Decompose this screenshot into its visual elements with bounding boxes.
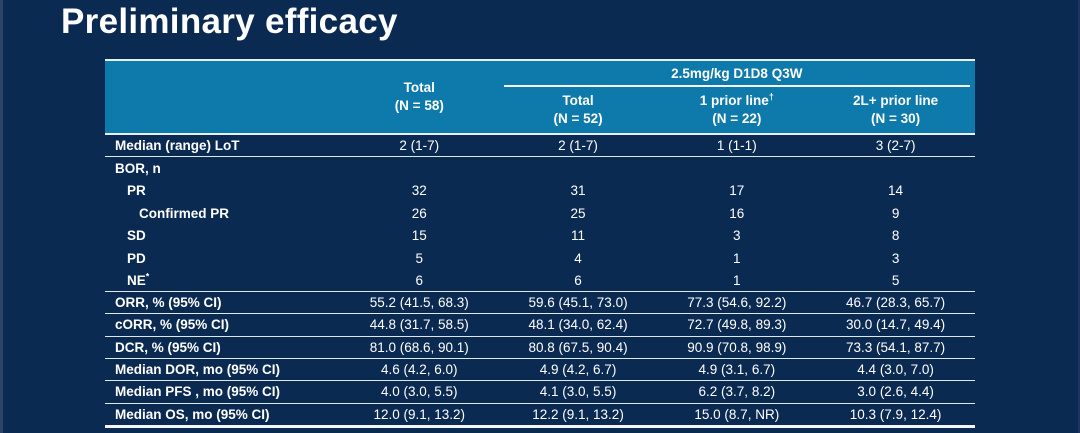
row-label: cORR, % (95% CI) <box>115 317 230 333</box>
subcol-n: (N = 30) <box>870 111 921 126</box>
cell-value: 31 <box>570 183 586 199</box>
header-total-n: (N = 58) <box>394 98 444 113</box>
cell-value: 12.0 (9.1, 13.2) <box>373 406 466 422</box>
cell-value: 4.0 (3.0, 5.5) <box>381 384 458 400</box>
cell-value: 5 <box>415 250 424 266</box>
header-subcol-total-n52: Total (N = 52) <box>499 87 658 133</box>
table-row: cORR, % (95% CI) 44.8 (31.7, 58.5) 48.1 (3… <box>105 314 975 337</box>
slide-left-edge <box>0 0 3 433</box>
row-label: Confirmed PR <box>139 205 230 221</box>
table-row: PD 5 4 1 3 <box>105 247 975 269</box>
cell-value: 77.3 (54.6, 92.2) <box>687 294 787 310</box>
cell-value: 26 <box>411 205 427 221</box>
cell-value: 3.0 (2.6, 4.4) <box>857 384 934 400</box>
cell-value: 90.9 (70.8, 98.9) <box>687 339 787 355</box>
dose-group-title: 2.5mg/kg D1D8 Q3W <box>503 61 970 87</box>
header-subcol-1-prior-line: 1 prior line† (N = 22) <box>657 87 816 133</box>
cell-value: 4.1 (3.0, 5.5) <box>539 384 617 400</box>
row-label: Median DOR, mo (95% CI) <box>115 362 281 378</box>
dose-group-title-text: 2.5mg/kg D1D8 Q3W <box>671 65 803 81</box>
table-row: DCR, % (95% CI) 81.0 (68.6, 90.1) 80.8 (67… <box>105 337 975 359</box>
subcol-n: (N = 52) <box>553 111 603 126</box>
cell-value: 4.9 (4.2, 6.7) <box>539 362 617 378</box>
header-col-total-n58: Total (N = 58) <box>340 61 499 133</box>
header-empty-cell <box>105 61 340 133</box>
row-label: PD <box>127 250 146 266</box>
table-row: Median (range) LoT 2 (1-7) 2 (1-7) 1 (1-1) 3… <box>105 135 975 158</box>
header-subcol-2l-plus-prior-line: 2L+ prior line (N = 30) <box>816 87 975 133</box>
header-total-label: Total <box>403 79 435 95</box>
cell-value: 6 <box>415 272 424 288</box>
table-header: Total (N = 58) 2.5mg/kg D1D8 Q3W Total (… <box>105 59 975 135</box>
cell-value: 32 <box>411 183 427 199</box>
table-row: BOR, n <box>105 157 975 179</box>
cell-value: 15.0 (8.7, NR) <box>694 406 780 422</box>
header-dose-group: 2.5mg/kg D1D8 Q3W Total (N = 52) 1 prior… <box>499 61 975 133</box>
cell-value: 12.2 (9.1, 13.2) <box>532 406 624 422</box>
cell-value: 6.2 (3.7, 8.2) <box>698 384 776 400</box>
cell-value: 2 (1-7) <box>399 138 440 154</box>
cell-value: 59.6 (45.1, 73.0) <box>528 294 628 310</box>
table-row: PR 32 31 17 14 <box>105 180 975 202</box>
cell-value: 46.7 (28.3, 65.7) <box>846 294 946 310</box>
cell-value: 30.0 (14.7, 49.4) <box>846 317 946 333</box>
row-label: DCR, % (95% CI) <box>115 339 221 355</box>
cell-value: 44.8 (31.7, 58.5) <box>369 317 469 333</box>
slide-right-edge <box>1078 0 1080 433</box>
cell-value: 81.0 (68.6, 90.1) <box>369 339 469 355</box>
cell-value: 2 (1-7) <box>558 138 598 154</box>
row-label: ORR, % (95% CI) <box>115 294 222 310</box>
row-label: NE* <box>127 271 150 288</box>
table-row: Median DOR, mo (95% CI) 4.6 (4.2, 6.0) 4.9… <box>105 359 975 382</box>
cell-value: 6 <box>574 272 582 288</box>
table-row: NE* 6 6 1 5 <box>105 269 975 292</box>
row-label: Median (range) LoT <box>115 138 240 154</box>
subcol-label: 1 prior line† <box>699 91 774 108</box>
cell-value: 55.2 (41.5, 68.3) <box>369 294 469 310</box>
cell-value: 1 <box>733 250 741 266</box>
subcol-n: (N = 22) <box>712 111 762 126</box>
cell-value: 4.4 (3.0, 7.0) <box>857 362 934 378</box>
cell-value: 1 <box>733 272 741 288</box>
row-label: BOR, n <box>115 161 161 177</box>
row-label: SD <box>127 228 146 244</box>
table-row: Confirmed PR 26 25 16 9 <box>105 202 975 224</box>
table-row: SD 15 11 3 8 <box>105 225 975 247</box>
cell-value: 4 <box>574 250 582 266</box>
row-label: Median PFS , mo (95% CI) <box>115 384 281 400</box>
cell-value: 17 <box>729 183 745 199</box>
cell-value: 4.9 (3.1, 6.7) <box>698 362 776 378</box>
cell-value: 15 <box>411 228 427 244</box>
cell-value: 14 <box>888 183 904 199</box>
cell-value: 8 <box>891 228 900 244</box>
cell-value: 3 <box>733 228 741 244</box>
cell-value: 11 <box>571 228 586 244</box>
cell-value: 3 (2-7) <box>875 138 916 154</box>
cell-value: 48.1 (34.0, 62.4) <box>528 317 628 333</box>
cell-value: 9 <box>891 205 900 221</box>
cell-value: 73.3 (54.1, 87.7) <box>846 339 946 355</box>
cell-value: 25 <box>570 205 586 221</box>
table-row: Median OS, mo (95% CI) 12.0 (9.1, 13.2) 12… <box>105 404 975 428</box>
cell-value: 80.8 (67.5, 90.4) <box>528 339 628 355</box>
table-body: Median (range) LoT 2 (1-7) 2 (1-7) 1 (1-1) 3… <box>105 135 975 428</box>
subcol-label: 2L+ prior line <box>852 92 939 108</box>
subcol-label: Total <box>562 92 594 108</box>
cell-value: 5 <box>891 272 900 288</box>
cell-value: 4.6 (4.2, 6.0) <box>381 362 458 378</box>
cell-value: 16 <box>729 205 745 221</box>
efficacy-table: Total (N = 58) 2.5mg/kg D1D8 Q3W Total (… <box>105 59 975 428</box>
table-row: ORR, % (95% CI) 55.2 (41.5, 68.3) 59.6 (45… <box>105 292 975 315</box>
slide-title: Preliminary efficacy <box>61 2 398 41</box>
dose-group-subcolumns: Total (N = 52) 1 prior line† (N = 22) 2L… <box>499 87 975 133</box>
row-label: PR <box>127 183 146 199</box>
cell-value: 1 (1-1) <box>716 138 757 154</box>
table-row: Median PFS , mo (95% CI) 4.0 (3.0, 5.5) 4.… <box>105 381 975 404</box>
row-label: Median OS, mo (95% CI) <box>115 406 270 422</box>
cell-value: 10.3 (7.9, 12.4) <box>849 406 942 422</box>
cell-value: 3 <box>891 250 900 266</box>
cell-value: 72.7 (49.8, 89.3) <box>687 317 787 333</box>
